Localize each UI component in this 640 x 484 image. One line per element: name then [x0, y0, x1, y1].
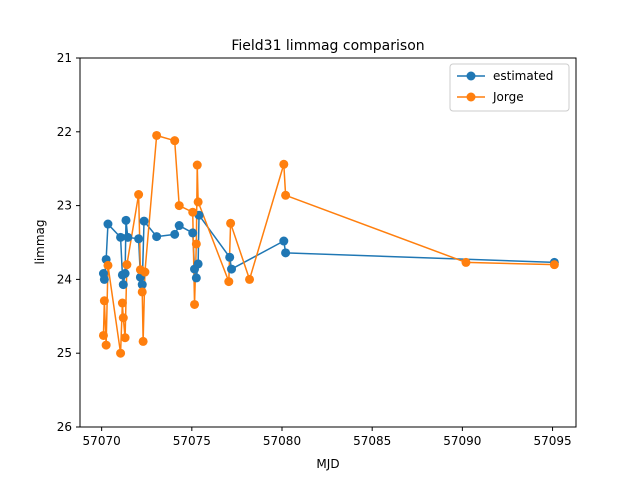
- axes-frame: [79, 57, 577, 428]
- data-point-jorge: [193, 197, 203, 207]
- x-tick-label: 57080: [263, 434, 301, 448]
- legend-marker-estimated: [466, 71, 476, 81]
- data-point-jorge: [140, 267, 150, 277]
- chart-title: Field31 limmag comparison: [231, 38, 424, 54]
- data-point-jorge: [116, 348, 126, 358]
- data-point-jorge: [279, 159, 289, 169]
- data-point-estimated: [99, 274, 109, 284]
- legend-label-estimated: estimated: [493, 69, 553, 83]
- legend-marker-jorge: [466, 92, 476, 102]
- data-point-estimated: [170, 229, 180, 239]
- data-point-estimated: [188, 228, 198, 238]
- data-point-jorge: [118, 313, 128, 323]
- data-point-jorge: [461, 257, 471, 267]
- data-point-jorge: [120, 333, 130, 343]
- data-point-jorge: [281, 190, 291, 200]
- x-tick-label: 57075: [173, 434, 211, 448]
- data-point-estimated: [123, 232, 133, 242]
- legend: estimated Jorge: [449, 63, 570, 112]
- y-tick-label: 23: [57, 199, 72, 213]
- data-point-estimated: [134, 234, 144, 244]
- data-point-jorge: [191, 239, 201, 249]
- y-axis-label: limmag: [33, 219, 47, 264]
- data-point-jorge: [170, 136, 180, 146]
- x-tick-label: 57090: [443, 434, 481, 448]
- data-point-estimated: [121, 215, 131, 225]
- data-point-jorge: [117, 298, 127, 308]
- y-tick-label: 24: [57, 272, 72, 286]
- data-point-estimated: [281, 248, 291, 258]
- x-axis-label: MJD: [316, 457, 339, 471]
- data-point-jorge: [98, 330, 108, 340]
- data-point-estimated: [191, 273, 201, 283]
- data-point-estimated: [174, 221, 184, 231]
- data-point-jorge: [138, 336, 148, 346]
- data-point-jorge: [137, 287, 147, 297]
- data-point-jorge: [188, 207, 198, 217]
- data-point-estimated: [227, 264, 237, 274]
- data-point-estimated: [103, 219, 113, 229]
- data-point-jorge: [99, 296, 109, 306]
- x-tick-label: 57070: [83, 434, 121, 448]
- data-point-jorge: [134, 190, 144, 200]
- data-point-estimated: [193, 259, 203, 269]
- x-tick-label: 57095: [533, 434, 571, 448]
- data-point-estimated: [120, 269, 130, 278]
- y-tick-label: 22: [57, 125, 72, 139]
- data-point-jorge: [549, 260, 559, 270]
- data-point-estimated: [118, 280, 128, 290]
- y-tick-label: 25: [57, 346, 72, 360]
- y-tick-label: 26: [57, 420, 72, 434]
- y-axis-ticks: 21 22 23 24 25 26: [57, 51, 80, 434]
- y-tick-label: 21: [57, 51, 72, 65]
- data-point-jorge: [224, 277, 234, 287]
- data-point-estimated: [152, 232, 162, 242]
- data-point-jorge: [226, 218, 236, 228]
- data-point-jorge: [101, 340, 111, 350]
- data-point-estimated: [225, 252, 235, 262]
- data-point-jorge: [152, 130, 162, 140]
- data-point-estimated: [137, 280, 147, 290]
- data-point-estimated: [139, 216, 149, 226]
- plot-markers: [98, 130, 559, 358]
- data-point-jorge: [103, 260, 113, 270]
- x-axis-ticks: 57070 57075 57080 57085 57090 57095: [83, 427, 572, 448]
- data-point-estimated: [116, 232, 126, 242]
- data-point-jorge: [190, 299, 200, 309]
- data-point-estimated: [279, 236, 289, 246]
- x-tick-label: 57085: [353, 434, 391, 448]
- data-point-jorge: [245, 274, 255, 284]
- data-point-jorge: [192, 160, 202, 170]
- legend-label-jorge: Jorge: [492, 90, 524, 104]
- data-point-jorge: [122, 260, 132, 270]
- data-point-jorge: [174, 201, 184, 211]
